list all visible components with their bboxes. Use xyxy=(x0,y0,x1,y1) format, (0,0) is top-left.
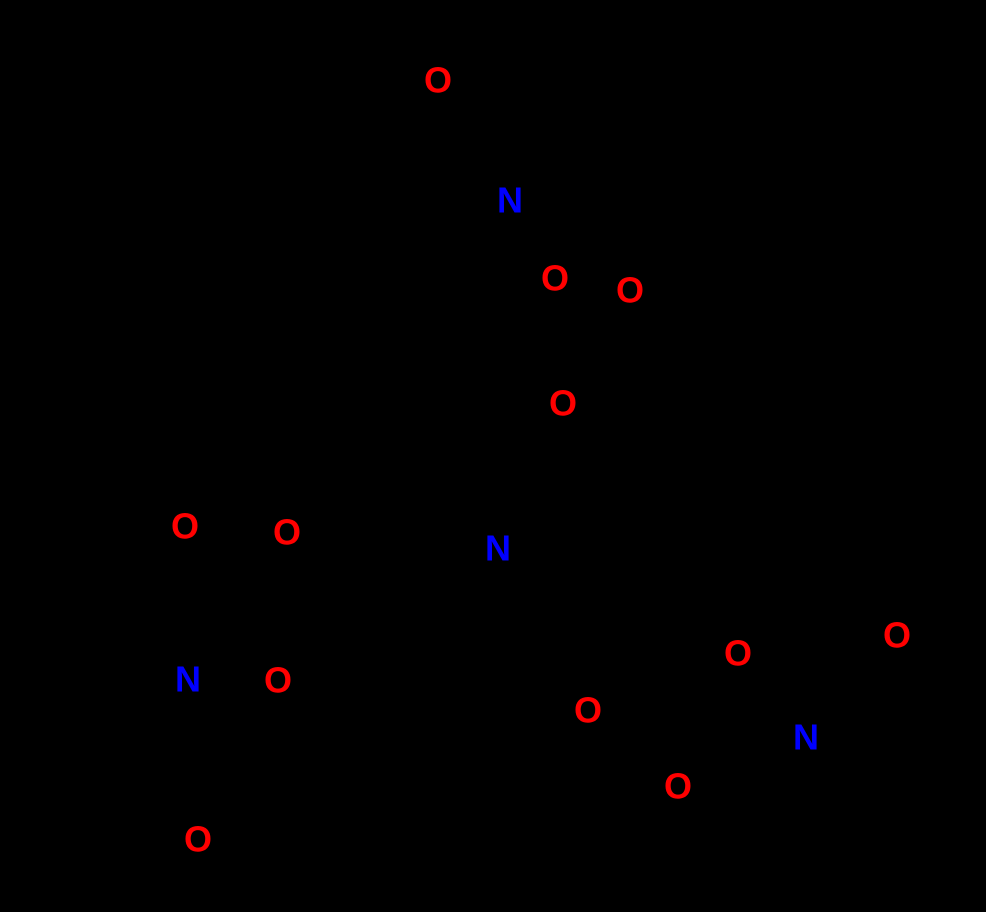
bond xyxy=(604,678,620,694)
bond xyxy=(386,140,420,232)
bond xyxy=(415,555,477,576)
bond xyxy=(684,722,706,764)
chemical-structure-diagram: ONOOONOOONOOOONO xyxy=(0,0,986,912)
bond xyxy=(515,122,530,179)
bond xyxy=(52,622,115,661)
bond xyxy=(546,307,615,359)
bond xyxy=(752,670,792,720)
atom-label-O: O xyxy=(264,660,292,701)
bond xyxy=(115,622,171,665)
atom-label-N: N xyxy=(485,528,511,569)
bond xyxy=(822,670,875,722)
bond xyxy=(230,583,268,660)
atom-label-O: O xyxy=(549,383,577,424)
atom-label-O: O xyxy=(171,506,199,547)
bond xyxy=(519,555,576,576)
atom-label-N: N xyxy=(497,180,523,221)
bond xyxy=(230,547,271,583)
atom-label-O: O xyxy=(424,60,452,101)
bond xyxy=(370,510,415,576)
bond xyxy=(879,656,889,672)
atom-label-O: O xyxy=(574,690,602,731)
bond xyxy=(308,510,370,526)
bond xyxy=(472,450,492,527)
atom-label-O: O xyxy=(273,512,301,553)
atom-label-O: O xyxy=(541,258,569,299)
bond xyxy=(693,726,715,768)
bond xyxy=(165,764,192,817)
atom-label-O: O xyxy=(883,615,911,656)
atom-label-N: N xyxy=(175,659,201,700)
atom-label-O: O xyxy=(724,633,752,674)
bond xyxy=(543,355,555,383)
bond xyxy=(833,792,928,816)
bond xyxy=(420,207,489,232)
bond xyxy=(871,651,881,667)
bond xyxy=(813,758,833,816)
atom-label-O: O xyxy=(184,819,212,860)
bond xyxy=(472,413,543,450)
bond xyxy=(610,713,710,724)
bond xyxy=(521,219,544,259)
bond xyxy=(210,679,256,680)
bond xyxy=(710,673,730,724)
bond xyxy=(52,661,75,756)
bond xyxy=(161,700,181,766)
bond xyxy=(530,104,620,122)
bond xyxy=(157,768,184,821)
bond xyxy=(928,702,942,792)
atom-label-N: N xyxy=(793,717,819,758)
bond xyxy=(576,576,620,678)
atom-label-O: O xyxy=(664,766,692,807)
bond xyxy=(75,756,161,766)
atom-label-O: O xyxy=(616,270,644,311)
bond xyxy=(875,670,942,702)
